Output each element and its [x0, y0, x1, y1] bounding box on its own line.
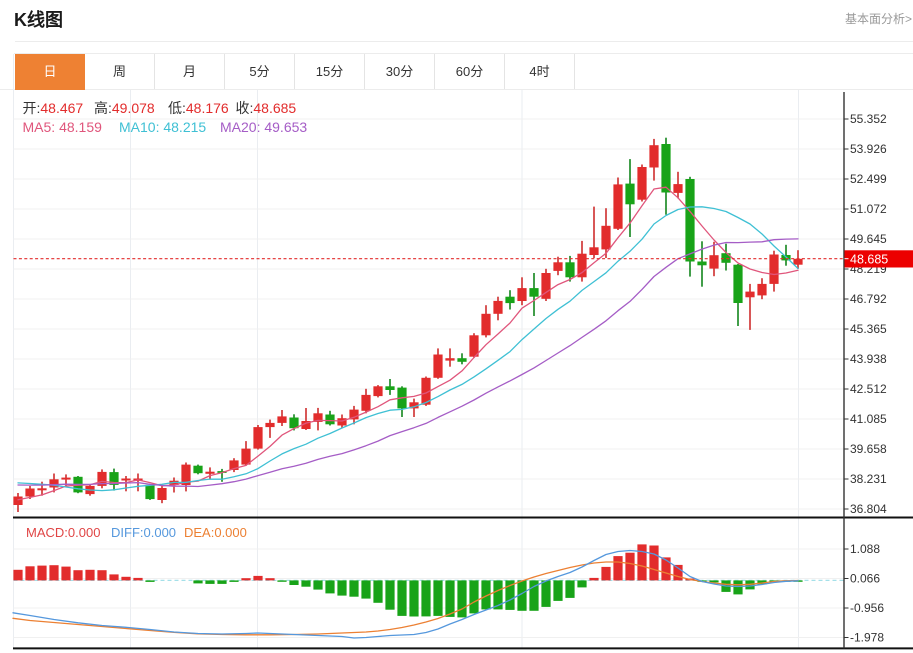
- svg-text:49.645: 49.645: [850, 232, 887, 246]
- svg-text:41.085: 41.085: [850, 412, 887, 426]
- svg-text:45.365: 45.365: [850, 322, 887, 336]
- svg-text:36.804: 36.804: [850, 502, 887, 516]
- svg-text:52.499: 52.499: [850, 172, 887, 186]
- svg-text:46.792: 46.792: [850, 292, 887, 306]
- svg-text:53.926: 53.926: [850, 142, 887, 156]
- svg-text:39.658: 39.658: [850, 442, 887, 456]
- svg-text:-1.978: -1.978: [850, 631, 884, 645]
- svg-text:42.512: 42.512: [850, 382, 887, 396]
- svg-text:-0.956: -0.956: [850, 601, 884, 615]
- svg-text:38.231: 38.231: [850, 472, 887, 486]
- svg-text:43.938: 43.938: [850, 352, 887, 366]
- svg-text:48.685: 48.685: [850, 252, 888, 266]
- svg-text:51.072: 51.072: [850, 202, 887, 216]
- svg-text:1.088: 1.088: [850, 542, 880, 556]
- svg-text:55.352: 55.352: [850, 112, 887, 126]
- svg-text:0.066: 0.066: [850, 572, 880, 586]
